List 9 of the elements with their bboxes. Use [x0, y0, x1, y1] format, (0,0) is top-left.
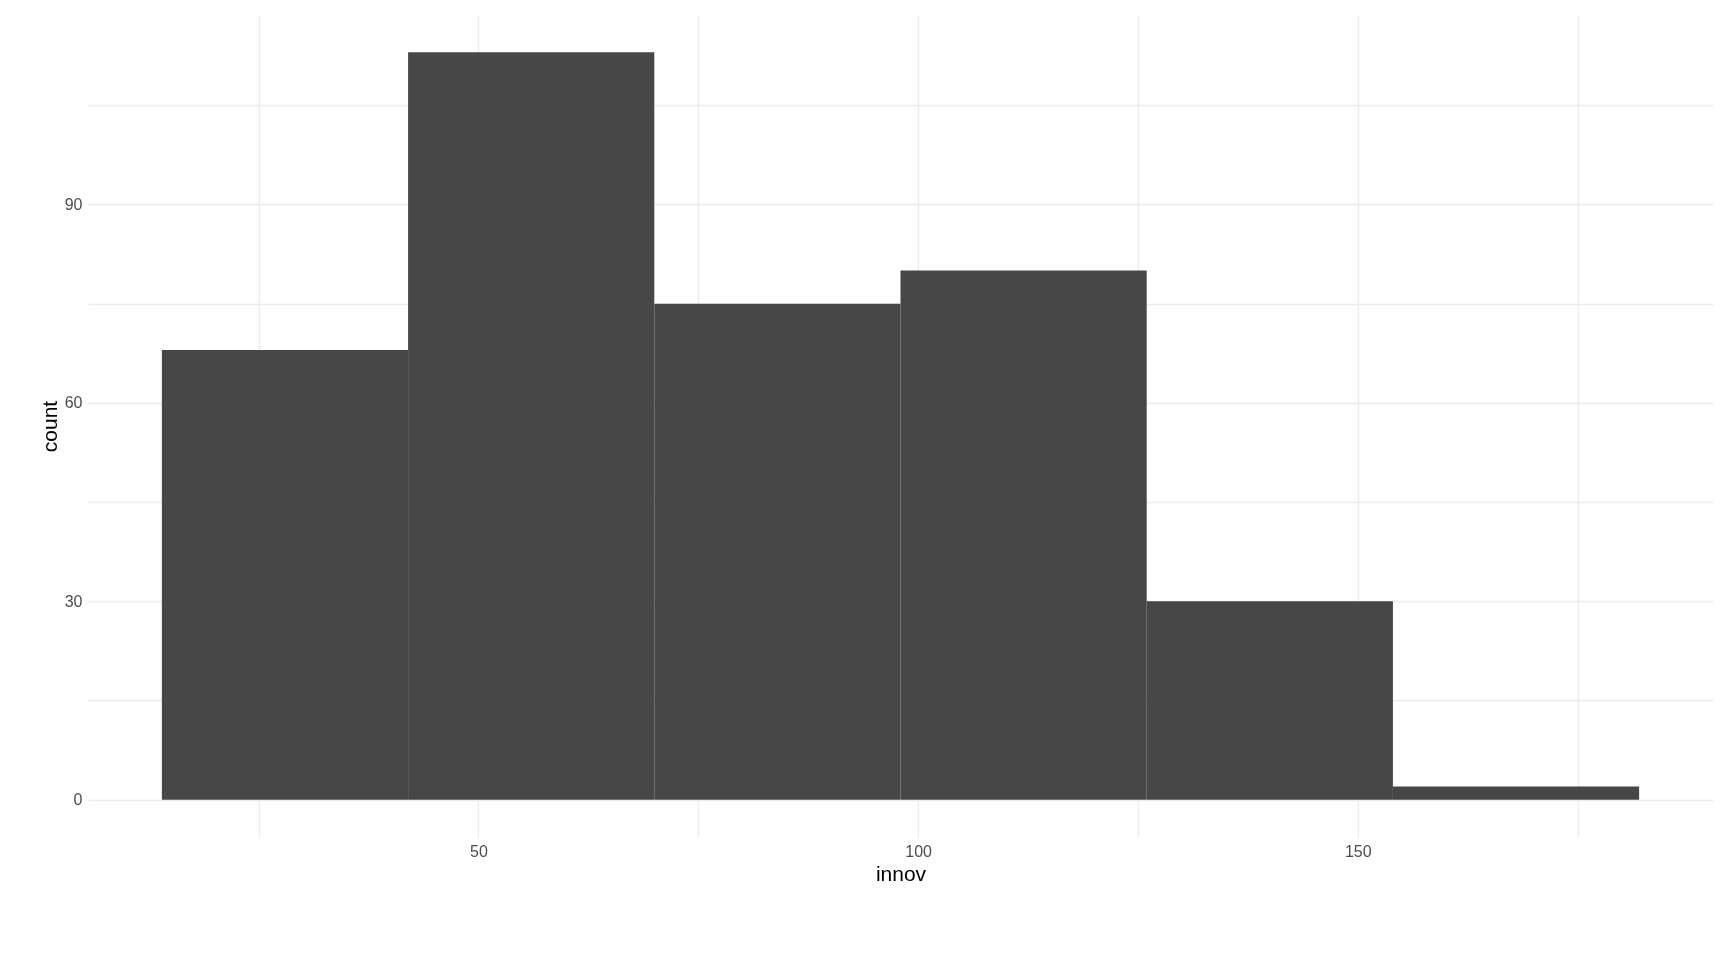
x-tick-label: 150: [1344, 842, 1372, 860]
y-tick-label: 90: [64, 195, 83, 213]
x-axis-title: innov: [875, 861, 927, 885]
y-tick-label: 0: [73, 791, 83, 809]
y-axis-title: count: [37, 400, 61, 453]
y-tick-label: 30: [64, 592, 83, 610]
x-tick-label: 50: [470, 842, 488, 860]
y-tick-label: 60: [64, 394, 83, 412]
x-tick-label: 100: [905, 842, 933, 860]
